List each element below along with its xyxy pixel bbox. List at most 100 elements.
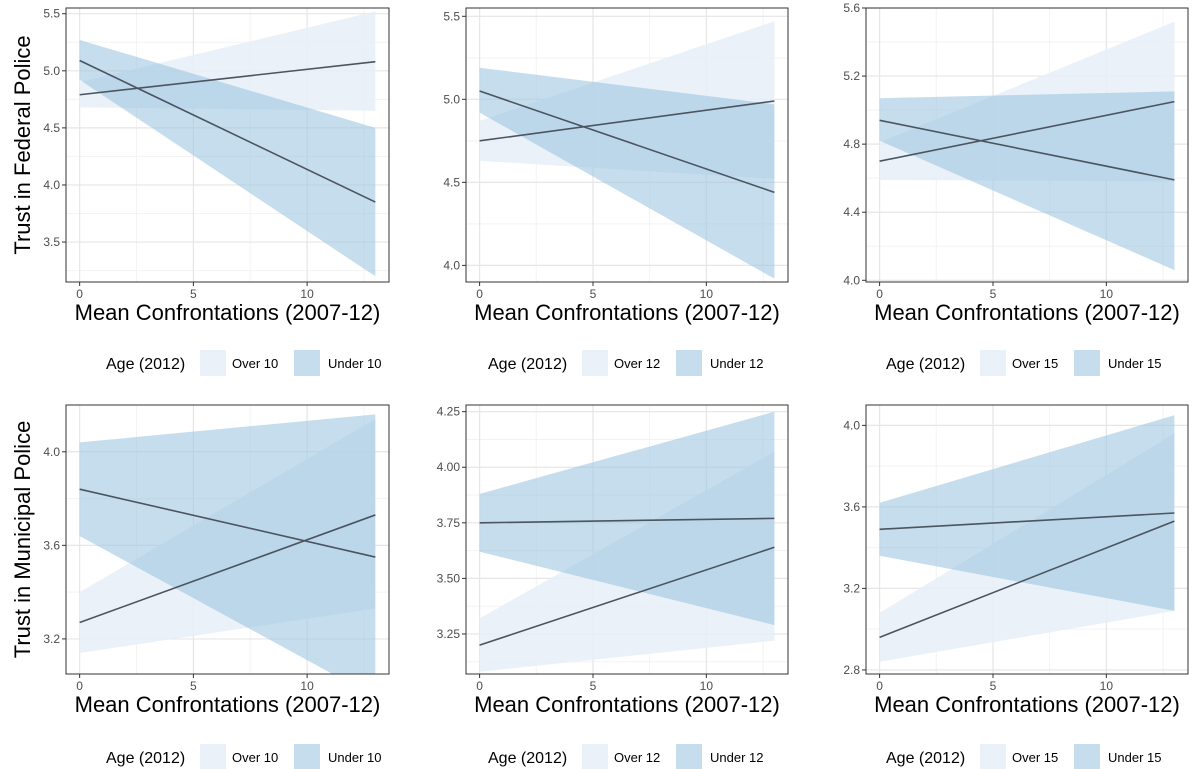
y-tick-label: 4.5 [43, 121, 60, 135]
fit-line-over [479, 546, 775, 646]
legend: Age (2012) Over 12 Under 12 [488, 744, 763, 769]
legend-label-under: Under 10 [328, 750, 381, 765]
y-tick-label: 5.5 [443, 9, 460, 23]
legend-title: Age (2012) [106, 750, 185, 767]
confidence-band-under [479, 67, 775, 279]
x-tick-label: 10 [700, 679, 714, 693]
y-tick-label: 4.4 [843, 205, 860, 219]
x-tick-label: 0 [476, 679, 483, 693]
x-tick-label: 0 [76, 679, 83, 693]
x-tick-label: 5 [190, 287, 197, 301]
legend: Age (2012) Over 12 Under 12 [488, 350, 763, 376]
y-tick-label: 5.5 [43, 7, 60, 21]
panel-border [465, 404, 789, 675]
x-axis-title: Mean Confrontations (2007-12) [874, 692, 1180, 717]
legend: Age (2012) Over 10 Under 10 [106, 744, 381, 769]
panel-5: 0 5 10 3.25 3.50 3.75 4.00 4.25 Mean Confrontati… [437, 404, 789, 769]
y-tick-label: 3.25 [437, 627, 461, 641]
y-axis-title: Trust in Federal Police [10, 35, 35, 254]
y-tick-label: 4.5 [443, 175, 460, 189]
legend-key-over [980, 350, 1006, 376]
y-tick-label: 5.0 [43, 64, 60, 78]
legend-key-over [980, 744, 1006, 769]
y-tick-label: 2.8 [843, 663, 860, 677]
legend-title: Age (2012) [488, 356, 567, 373]
panel-border [865, 404, 1189, 675]
fit-line-under [879, 119, 1175, 181]
fit-line-over [879, 520, 1175, 639]
x-tick-label: 10 [1100, 679, 1114, 693]
legend-title: Age (2012) [886, 356, 965, 373]
panel-4: 0 5 10 3.2 3.6 4.0 Mean Confrontations (2007-1… [10, 404, 390, 769]
legend-label-under: Under 12 [710, 750, 763, 765]
panel-border [865, 7, 1189, 283]
y-tick-label: 3.5 [43, 235, 60, 249]
x-tick-label: 5 [990, 679, 997, 693]
x-axis-title: Mean Confrontations (2007-12) [474, 692, 780, 717]
panel-2: 0 5 10 4.0 4.5 5.0 5.5 Mean Confrontations (200… [443, 7, 789, 376]
legend-key-under [676, 744, 702, 769]
legend-key-over [582, 744, 608, 769]
y-tick-label: 5.6 [843, 1, 860, 15]
legend-key-under [294, 350, 320, 376]
x-tick-label: 10 [700, 287, 714, 301]
confidence-band-under [79, 39, 376, 277]
x-tick-label: 0 [876, 287, 883, 301]
legend-key-over [200, 350, 226, 376]
panel-border [65, 404, 390, 675]
legend-label-under: Under 10 [328, 356, 381, 371]
y-tick-label: 3.2 [843, 581, 860, 595]
panel-3: 0 5 10 4.0 4.4 4.8 5.2 5.6 Mean Confrontations (… [843, 1, 1189, 376]
legend-label-under: Under 12 [710, 356, 763, 371]
x-tick-label: 0 [76, 287, 83, 301]
y-tick-label: 4.0 [443, 258, 460, 272]
legend-key-under [1074, 744, 1100, 769]
x-tick-label: 5 [590, 287, 597, 301]
fit-line-under [79, 488, 376, 558]
panel-border [65, 7, 390, 283]
y-tick-label: 4.0 [43, 445, 60, 459]
legend: Age (2012) Over 15 Under 15 [886, 350, 1161, 376]
legend-label-under: Under 15 [1108, 750, 1161, 765]
legend-title: Age (2012) [488, 750, 567, 767]
y-tick-label: 3.6 [843, 500, 860, 514]
x-axis-title: Mean Confrontations (2007-12) [474, 300, 780, 325]
legend-title: Age (2012) [886, 750, 965, 767]
fit-line-under [479, 517, 775, 524]
x-tick-label: 10 [1100, 287, 1114, 301]
legend-key-under [294, 744, 320, 769]
fit-line-over [79, 60, 376, 96]
x-tick-label: 10 [300, 287, 314, 301]
y-tick-label: 3.2 [43, 632, 60, 646]
legend-key-under [676, 350, 702, 376]
confidence-band-under [79, 414, 376, 674]
fit-line-under [479, 90, 775, 194]
legend-label-under: Under 15 [1108, 356, 1161, 371]
y-axis-title: Trust in Municipal Police [10, 421, 35, 659]
x-tick-label: 10 [300, 679, 314, 693]
fit-line-under [879, 512, 1175, 531]
y-tick-label: 4.0 [843, 273, 860, 287]
x-axis-title: Mean Confrontations (2007-12) [75, 300, 381, 325]
x-axis-title: Mean Confrontations (2007-12) [874, 300, 1180, 325]
legend-label-over: Over 15 [1012, 750, 1058, 765]
legend: Age (2012) Over 15 Under 15 [886, 744, 1161, 769]
y-tick-label: 5.2 [843, 69, 860, 83]
x-tick-label: 5 [990, 287, 997, 301]
legend-key-under [1074, 350, 1100, 376]
legend-label-over: Over 10 [232, 356, 278, 371]
panel-border [465, 7, 789, 283]
confidence-band-under [879, 415, 1175, 611]
legend: Age (2012) Over 10 Under 10 [106, 350, 381, 376]
legend-key-over [200, 744, 226, 769]
y-tick-label: 4.0 [843, 418, 860, 432]
x-tick-label: 5 [590, 679, 597, 693]
legend-label-over: Over 15 [1012, 356, 1058, 371]
y-tick-label: 5.0 [443, 92, 460, 106]
y-tick-label: 3.50 [437, 571, 461, 585]
y-tick-label: 4.00 [437, 460, 461, 474]
y-tick-label: 4.0 [43, 178, 60, 192]
panel-6: 0 5 10 2.8 3.2 3.6 4.0 Mean Confrontations (200… [843, 404, 1189, 769]
fit-line-over [879, 100, 1175, 162]
